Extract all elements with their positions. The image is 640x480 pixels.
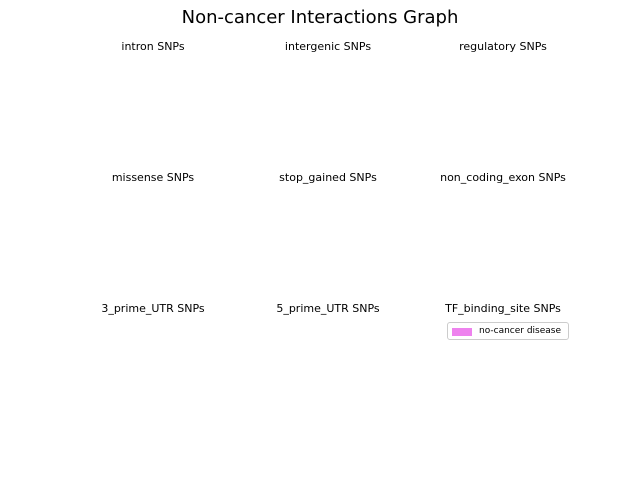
subplot-title: 3_prime_UTR SNPs — [101, 302, 205, 315]
legend: no-cancer disease — [447, 322, 569, 340]
subplot-title: intron SNPs — [121, 40, 185, 53]
subplot-title: non_coding_exon SNPs — [440, 171, 566, 184]
legend-label: no-cancer disease — [479, 326, 562, 336]
subplot-title: intergenic SNPs — [284, 40, 372, 53]
subplot-title: stop_gained SNPs — [279, 171, 377, 184]
subplot-title: TF_binding_site SNPs — [445, 302, 561, 315]
subplot-title: 5_prime_UTR SNPs — [276, 302, 380, 315]
legend-swatch — [452, 328, 472, 336]
subplot-title: regulatory SNPs — [459, 40, 547, 53]
chart-title: Non-cancer Interactions Graph — [181, 7, 459, 28]
subplot-title: missense SNPs — [111, 171, 195, 184]
